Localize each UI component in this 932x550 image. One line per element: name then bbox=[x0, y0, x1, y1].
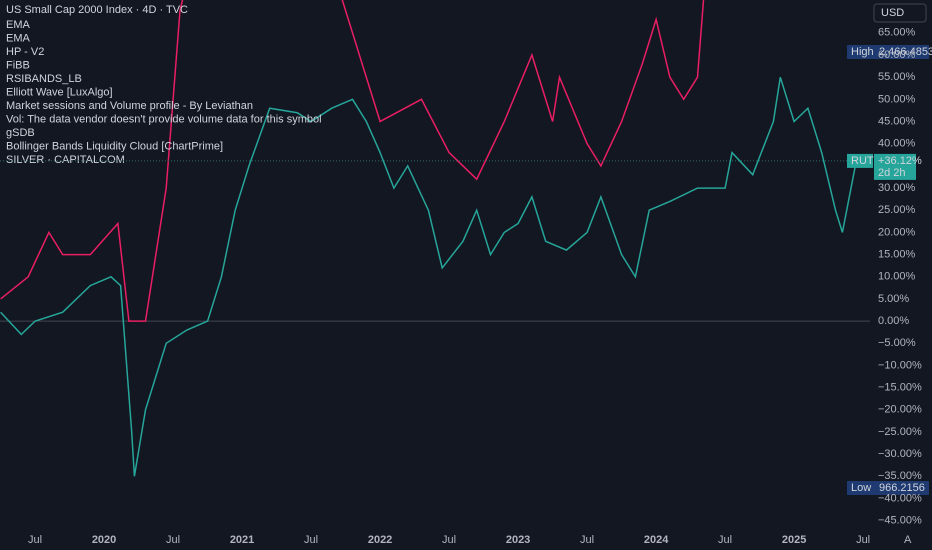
last-value: +36.12% bbox=[878, 155, 922, 167]
indicator-label: Market sessions and Volume profile - By … bbox=[6, 100, 253, 112]
y-tick-label: 10.00% bbox=[878, 271, 916, 283]
high-value: 2,466.4853 bbox=[879, 46, 932, 58]
y-tick-label: 30.00% bbox=[878, 182, 916, 194]
y-tick-label: 40.00% bbox=[878, 138, 916, 150]
series-line bbox=[0, 76, 857, 477]
last-badge bbox=[847, 153, 873, 168]
currency[interactable]: USD bbox=[881, 7, 904, 19]
y-tick-label: 25.00% bbox=[878, 204, 916, 216]
indicator-label: Elliott Wave [LuxAlgo] bbox=[6, 86, 113, 98]
indicator-label: Bollinger Bands Liquidity Cloud [ChartPr… bbox=[6, 140, 223, 152]
low-badge bbox=[847, 481, 929, 495]
x-tick-label: Jul bbox=[166, 534, 180, 546]
x-tick-label: 2021 bbox=[230, 534, 254, 546]
last-symbol: RUT bbox=[851, 155, 874, 167]
indicator-label: gSDB bbox=[6, 127, 35, 139]
high-label: High bbox=[851, 46, 874, 58]
y-tick-label: 50.00% bbox=[878, 93, 916, 105]
x-tick-label: 2025 bbox=[782, 534, 806, 546]
chart-title: US Small Cap 2000 Index · 4D · TVC bbox=[6, 4, 188, 16]
y-tick-label: −25.00% bbox=[878, 426, 922, 438]
x-tick-label: 2020 bbox=[92, 534, 116, 546]
last-value-badge bbox=[874, 153, 916, 180]
y-tick-label: −45.00% bbox=[878, 515, 922, 527]
currency-button[interactable] bbox=[873, 3, 927, 23]
y-tick-label: 65.00% bbox=[878, 27, 916, 39]
y-tick-label: −30.00% bbox=[878, 448, 922, 460]
y-tick-label: −20.00% bbox=[878, 404, 922, 416]
x-tick-label: 2022 bbox=[368, 534, 392, 546]
y-tick-label: 45.00% bbox=[878, 115, 916, 127]
auto-scale[interactable]: A bbox=[904, 534, 912, 546]
y-tick-label: −15.00% bbox=[878, 382, 922, 394]
y-tick-label: −35.00% bbox=[878, 470, 922, 482]
indicator-label: EMA bbox=[6, 32, 31, 44]
x-tick-label: Jul bbox=[304, 534, 318, 546]
y-tick-label: 5.00% bbox=[878, 293, 909, 305]
x-tick-label: Jul bbox=[580, 534, 594, 546]
high-badge bbox=[847, 45, 929, 59]
indicator-label: HP - V2 bbox=[6, 46, 44, 58]
indicator-label: EMA bbox=[6, 19, 31, 31]
x-tick-label: 2024 bbox=[644, 534, 669, 546]
low-label: Low bbox=[851, 482, 871, 494]
x-tick-label: Jul bbox=[718, 534, 732, 546]
indicator-label: FiBB bbox=[6, 59, 30, 71]
y-tick-label: 55.00% bbox=[878, 71, 916, 83]
low-value: 966.2156 bbox=[879, 482, 925, 494]
y-tick-label: 0.00% bbox=[878, 315, 909, 327]
y-tick-label: 15.00% bbox=[878, 248, 916, 260]
y-tick-label: 20.00% bbox=[878, 226, 916, 238]
indicator-label: SILVER · CAPITALCOM bbox=[6, 154, 125, 166]
y-tick-label: 60.00% bbox=[878, 49, 916, 61]
plot-area bbox=[0, 0, 870, 477]
y-tick-label: −5.00% bbox=[878, 337, 916, 349]
y-tick-label: −40.00% bbox=[878, 492, 922, 504]
x-tick-label: Jul bbox=[856, 534, 870, 546]
indicator-label: Vol: The data vendor doesn't provide vol… bbox=[6, 113, 322, 125]
last-countdown: 2d 2h bbox=[878, 167, 906, 179]
x-tick-label: Jul bbox=[442, 534, 456, 546]
y-tick-label: −10.00% bbox=[878, 359, 922, 371]
x-tick-label: Jul bbox=[28, 534, 42, 546]
series-line bbox=[0, 0, 705, 322]
indicator-label: RSIBANDS_LB bbox=[6, 73, 82, 85]
x-tick-label: 2023 bbox=[506, 534, 530, 546]
